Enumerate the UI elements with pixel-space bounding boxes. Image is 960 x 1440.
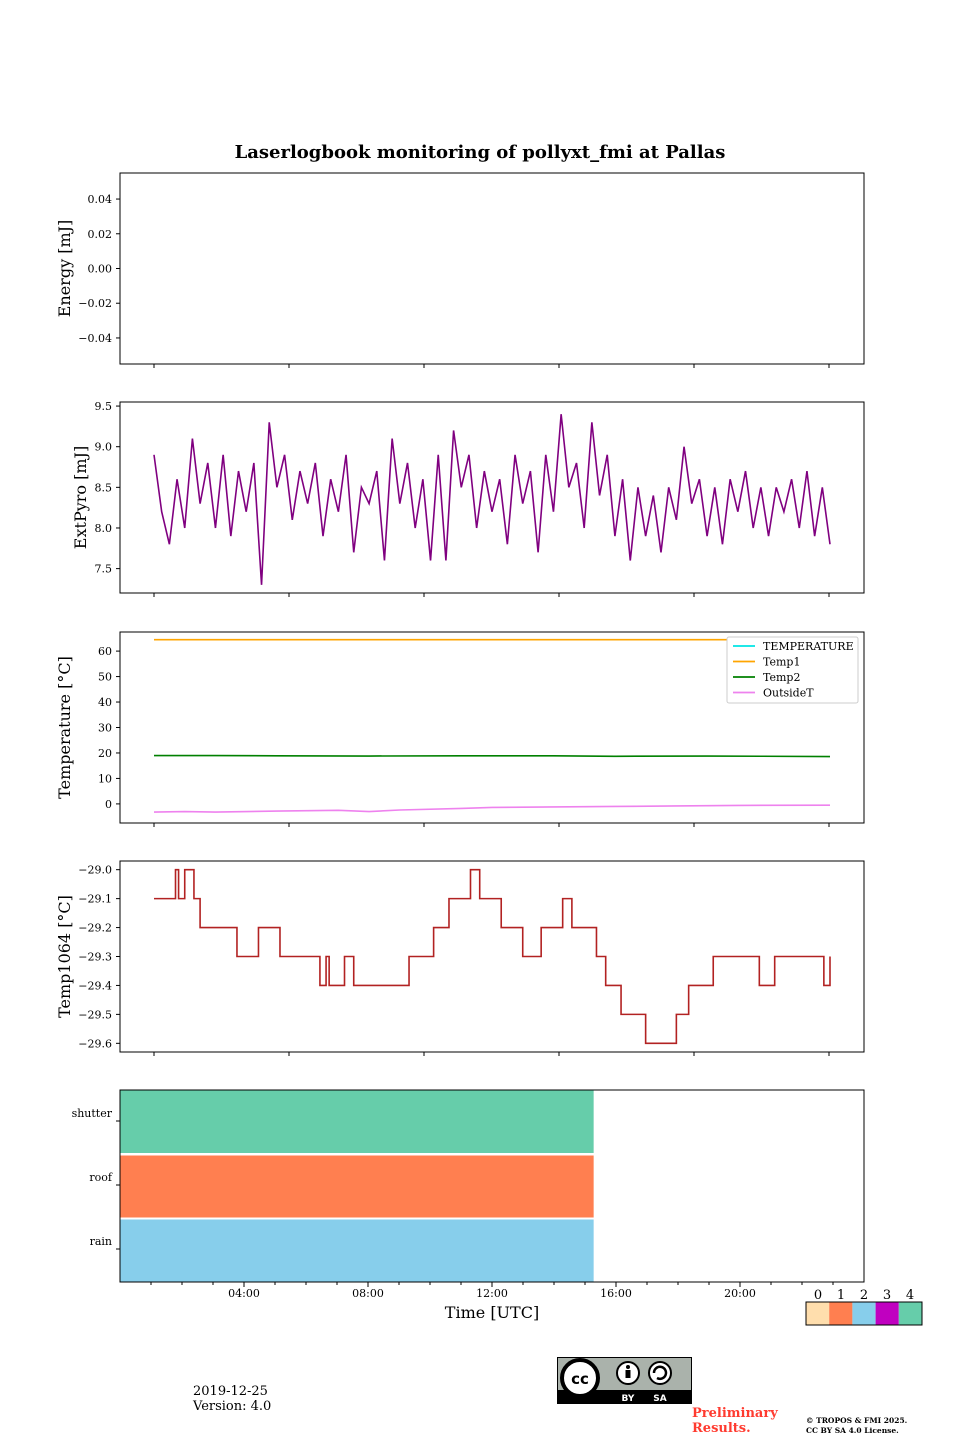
status-bar-shutter: [120, 1090, 594, 1153]
legend: TEMPERATURE Temp1 Temp2 OutsideT: [726, 636, 859, 704]
copyright-line2: CC BY SA 4.0 License.: [806, 1426, 899, 1435]
y-tick-label: −0.04: [78, 332, 112, 345]
x-tick-label: 08:00: [352, 1287, 384, 1300]
y-tick-label: 8.0: [95, 522, 113, 535]
panel-energy: 0.04 0.02 0.00 −0.02 −0.04 Energy [mJ]: [55, 172, 865, 368]
chart-title: Laserlogbook monitoring of pollyxt_fmi a…: [235, 142, 726, 163]
y-tick-label: 50: [98, 671, 112, 684]
series-line-extpyro: [153, 414, 831, 585]
cc-by-sa-badge: cc BY SA: [557, 1357, 692, 1409]
footer-date-version: 2019-12-25 Version: 4.0: [193, 1384, 271, 1414]
y-tick-label: 8.5: [95, 481, 113, 494]
row-label: roof: [89, 1171, 113, 1184]
copyright-line1: © TROPOS & FMI 2025.: [806, 1416, 908, 1425]
y-tick-label: 0.02: [88, 228, 113, 241]
y-tick-label: 0: [105, 798, 112, 811]
panel-status: shutter roof rain 04:00 08:00 12:00 16:00 20:00…: [72, 1089, 923, 1326]
y-tick-label: −29.3: [78, 951, 112, 964]
y-axis-label: Temperature [°C]: [55, 656, 74, 799]
colorbar-frame: [805, 1301, 923, 1326]
legend-label: OutsideT: [763, 687, 814, 700]
y-tick-label: 0.00: [88, 263, 113, 276]
badge-by-label: BY: [622, 1394, 635, 1404]
plot-frame: [119, 172, 865, 365]
panel-temp1064: −29.0 −29.1 −29.2 −29.3 −29.4 −29.5 −29.6 Temp1…: [55, 860, 865, 1056]
row-label: shutter: [72, 1107, 113, 1120]
x-tick-label: 16:00: [600, 1287, 632, 1300]
sa-icon: [648, 1361, 672, 1385]
x-tick-label: 04:00: [228, 1287, 260, 1300]
x-axis-label: Time [UTC]: [445, 1303, 539, 1322]
y-tick-label: 20: [98, 747, 112, 760]
series-line-outsidet: [153, 804, 831, 813]
colorbar-swatch-1: [829, 1302, 853, 1325]
y-tick-label: −0.02: [78, 297, 112, 310]
y-tick-label: 40: [98, 696, 112, 709]
y-tick-label: −29.5: [78, 1008, 112, 1021]
y-tick-label: −29.2: [78, 922, 112, 935]
copyright-note: © TROPOS & FMI 2025. CC BY SA 4.0 Licens…: [806, 1416, 907, 1436]
footer-date: 2019-12-25: [193, 1384, 268, 1399]
colorbar-swatch-4: [898, 1302, 922, 1325]
status-bar-rain: [120, 1219, 594, 1282]
x-tick-label: 12:00: [476, 1287, 508, 1300]
svg-text:cc: cc: [571, 1370, 589, 1388]
panel-extpyro: 9.5 9.0 8.5 8.0 7.5 ExtPyro [mJ]: [71, 400, 865, 597]
cc-icon: [560, 1358, 600, 1398]
y-tick-label: 30: [98, 722, 112, 735]
colorbar-label: 2: [860, 1288, 868, 1303]
y-tick-label: 9.0: [95, 441, 113, 454]
status-bar-roof: [120, 1155, 594, 1218]
legend-box: [726, 636, 859, 704]
y-axis-label: Temp1064 [°C]: [55, 895, 74, 1018]
chart-panels: 0.04 0.02 0.00 −0.02 −0.04 Energy [mJ] 9.5 9.0 8…: [55, 172, 923, 1326]
row-label: rain: [90, 1235, 112, 1248]
colorbar-swatch-2: [852, 1302, 876, 1325]
y-tick-label: 9.5: [95, 400, 113, 413]
y-tick-label: −29.0: [78, 864, 112, 877]
colorbar-swatch-3: [875, 1302, 899, 1325]
series-line-temp1064: [154, 868, 831, 1045]
preliminary-line1: Preliminary: [692, 1406, 778, 1421]
plot-frame: [119, 401, 865, 594]
y-tick-label: 0.04: [88, 193, 113, 206]
y-axis-label: ExtPyro [mJ]: [71, 446, 90, 549]
y-axis-label: Energy [mJ]: [55, 220, 74, 318]
legend-label: TEMPERATURE: [763, 640, 854, 653]
colorbar-swatch-0: [806, 1302, 830, 1325]
colorbar-label: 4: [906, 1288, 914, 1303]
y-tick-label: 10: [98, 772, 112, 785]
y-tick-label: 60: [98, 645, 112, 658]
x-tick-label: 20:00: [724, 1287, 756, 1300]
colorbar-label: 3: [883, 1288, 891, 1303]
y-tick-label: −29.4: [78, 979, 112, 992]
y-tick-label: 7.5: [95, 563, 113, 576]
colorbar-label: 1: [837, 1288, 845, 1303]
series-line-temp2: [154, 754, 831, 758]
legend-label: Temp1: [763, 656, 800, 669]
preliminary-note: Preliminary Results.: [692, 1406, 778, 1436]
y-tick-label: −29.6: [78, 1037, 112, 1050]
badge-sa-label: SA: [653, 1394, 666, 1404]
legend-label: Temp2: [763, 671, 800, 684]
footer-version: Version: 4.0: [193, 1399, 272, 1414]
y-tick-label: −29.1: [78, 893, 112, 906]
panel-temperature: 60 50 40 30 20 10 0 Temperature [°C] TEMPERATURE…: [55, 631, 865, 827]
colorbar-label: 0: [814, 1288, 822, 1303]
preliminary-line2: Results.: [692, 1421, 751, 1436]
